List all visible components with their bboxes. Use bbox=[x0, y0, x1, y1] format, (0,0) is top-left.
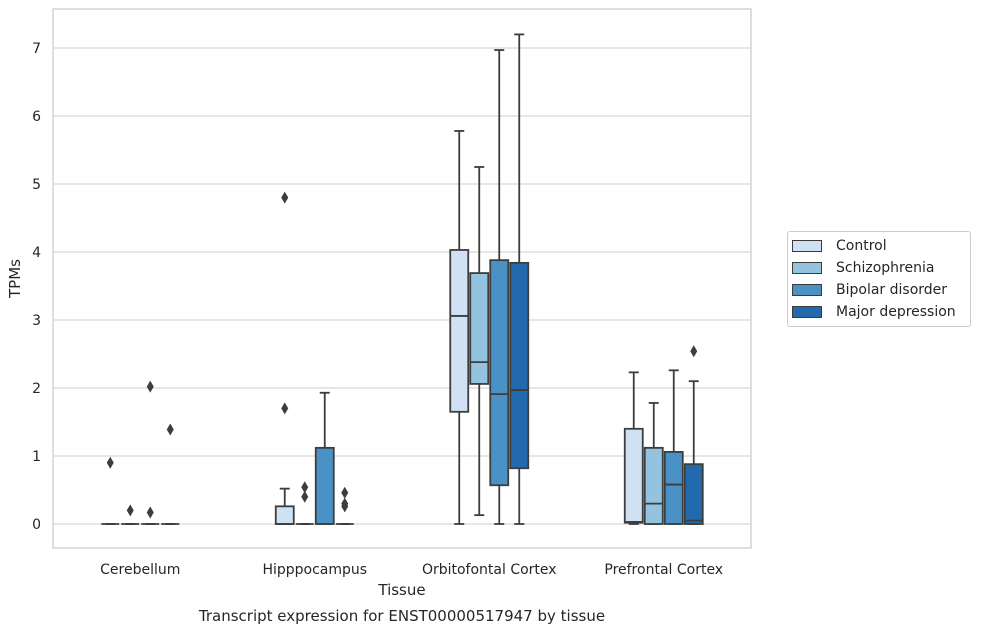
outlier-point bbox=[126, 504, 134, 517]
box-3-0 bbox=[161, 423, 180, 525]
box-1-3 bbox=[643, 402, 664, 525]
y-tick-label: 6 bbox=[32, 109, 41, 125]
box-body bbox=[683, 463, 704, 525]
outlier-point bbox=[106, 456, 114, 469]
y-tick-label: 1 bbox=[32, 449, 41, 465]
box-body bbox=[449, 249, 470, 413]
legend-label-bipolar-disorder: Bipolar disorder bbox=[836, 282, 948, 298]
box-3-1 bbox=[335, 486, 354, 525]
box-body bbox=[643, 446, 664, 525]
outlier-point bbox=[146, 506, 154, 519]
legend-swatch-schizophrenia bbox=[792, 262, 822, 274]
x-tick-label: Orbitofontal Cortex bbox=[422, 562, 557, 578]
legend-label-control: Control bbox=[836, 238, 887, 254]
y-tick-label: 3 bbox=[32, 313, 41, 329]
legend-item-schizophrenia: Schizophrenia bbox=[792, 258, 934, 278]
y-axis-label: TPMs bbox=[6, 259, 24, 299]
legend: Control Schizophrenia Bipolar disorder M… bbox=[787, 231, 971, 327]
box-body bbox=[314, 446, 335, 525]
box-1-0 bbox=[121, 504, 140, 525]
box-0-3 bbox=[623, 371, 644, 525]
outlier-point bbox=[341, 486, 349, 499]
box-3-2 bbox=[509, 33, 530, 525]
legend-item-control: Control bbox=[792, 236, 887, 256]
y-tick-label: 7 bbox=[32, 41, 41, 57]
legend-swatch-bipolar-disorder bbox=[792, 284, 822, 296]
box-body bbox=[509, 261, 530, 470]
y-tick-label: 4 bbox=[32, 245, 41, 261]
legend-item-major-depression: Major depression bbox=[792, 302, 956, 322]
outlier-point bbox=[301, 490, 309, 503]
outlier-point bbox=[281, 402, 289, 415]
box-2-0 bbox=[141, 380, 160, 525]
legend-label-schizophrenia: Schizophrenia bbox=[836, 260, 935, 276]
box-body bbox=[623, 427, 644, 524]
box-2-3 bbox=[663, 369, 684, 525]
legend-item-bipolar-disorder: Bipolar disorder bbox=[792, 280, 947, 300]
box-1-2 bbox=[469, 166, 490, 517]
outlier-point bbox=[341, 497, 349, 510]
outlier-point bbox=[301, 481, 309, 494]
y-tick-label: 5 bbox=[32, 177, 41, 193]
outlier-point bbox=[281, 191, 289, 204]
legend-label-major-depression: Major depression bbox=[836, 304, 956, 320]
box-1-1 bbox=[295, 481, 314, 525]
x-tick-label: Hipppocampus bbox=[262, 562, 367, 578]
x-tick-label: Cerebellum bbox=[100, 562, 180, 578]
legend-swatch-control bbox=[792, 240, 822, 252]
x-tick-label: Prefrontal Cortex bbox=[604, 562, 723, 578]
box-0-0 bbox=[101, 456, 120, 525]
legend-swatch-major-depression bbox=[792, 306, 822, 318]
box-0-1 bbox=[274, 191, 295, 525]
box-3-3 bbox=[683, 345, 704, 525]
y-tick-label: 2 bbox=[32, 381, 41, 397]
outlier-point bbox=[146, 380, 154, 393]
box-body bbox=[489, 259, 510, 487]
outlier-point bbox=[690, 345, 698, 358]
x-axis-label: Tissue bbox=[377, 581, 425, 599]
box-2-2 bbox=[489, 49, 510, 525]
box-body bbox=[274, 505, 295, 525]
box-2-1 bbox=[314, 391, 335, 525]
box-0-2 bbox=[449, 130, 470, 525]
outlier-point bbox=[166, 423, 174, 436]
chart-caption: Transcript expression for ENST0000051794… bbox=[198, 607, 606, 625]
y-tick-label: 0 bbox=[32, 517, 41, 533]
box-body bbox=[663, 451, 684, 525]
plot-frame bbox=[52, 8, 752, 549]
box-body bbox=[469, 272, 490, 385]
